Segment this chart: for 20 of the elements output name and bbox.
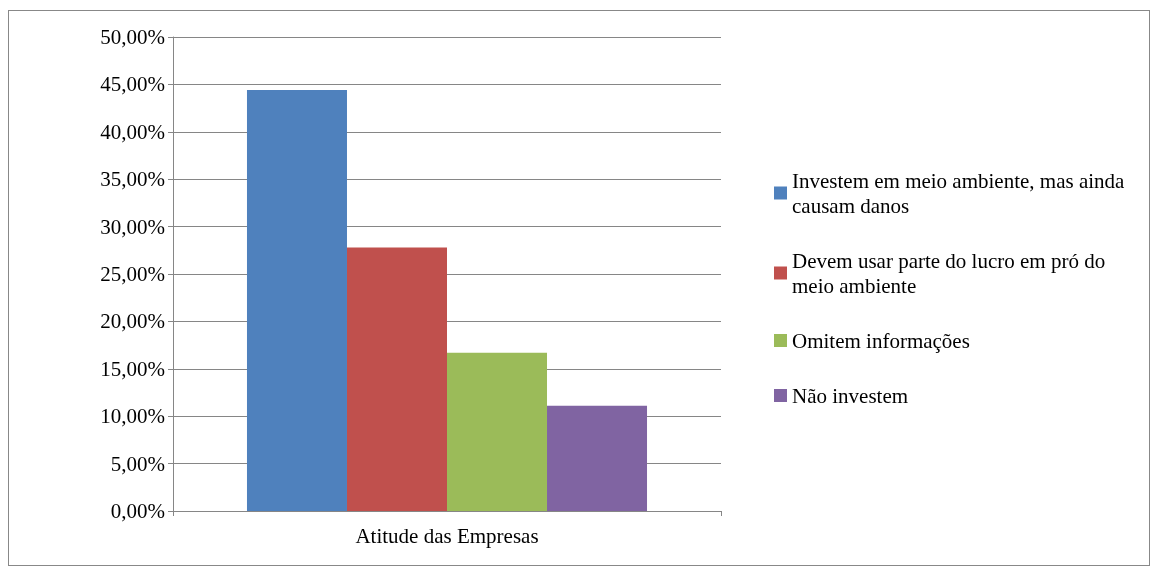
y-tick-label: 15,00% [100,356,165,381]
y-tick-label: 0,00% [110,499,165,523]
bar [547,405,648,511]
y-tick-label: 40,00% [100,119,165,144]
bar [447,352,548,511]
y-tick-label: 10,00% [100,404,165,429]
y-tick-label: 45,00% [100,72,165,97]
x-tick-label: Atitude das Empresas [355,523,539,548]
legend-label: Investem em meio ambiente, mas ainda causam danos [792,168,1130,218]
legend-label: Não investem [792,383,909,408]
y-tick-label: 5,00% [110,451,165,476]
y-tick-label: 20,00% [100,309,165,334]
bar [246,90,347,511]
legend-label: Omitem informações [792,328,970,353]
legend-label: Devem usar parte do lucro em pró do meio ambiente [792,248,1111,298]
y-tick-label: 30,00% [100,214,165,239]
y-tick-label: 25,00% [100,262,165,286]
y-tick-label: 50,00% [100,25,165,49]
bar [346,247,447,511]
y-tick-label: 35,00% [100,167,165,192]
